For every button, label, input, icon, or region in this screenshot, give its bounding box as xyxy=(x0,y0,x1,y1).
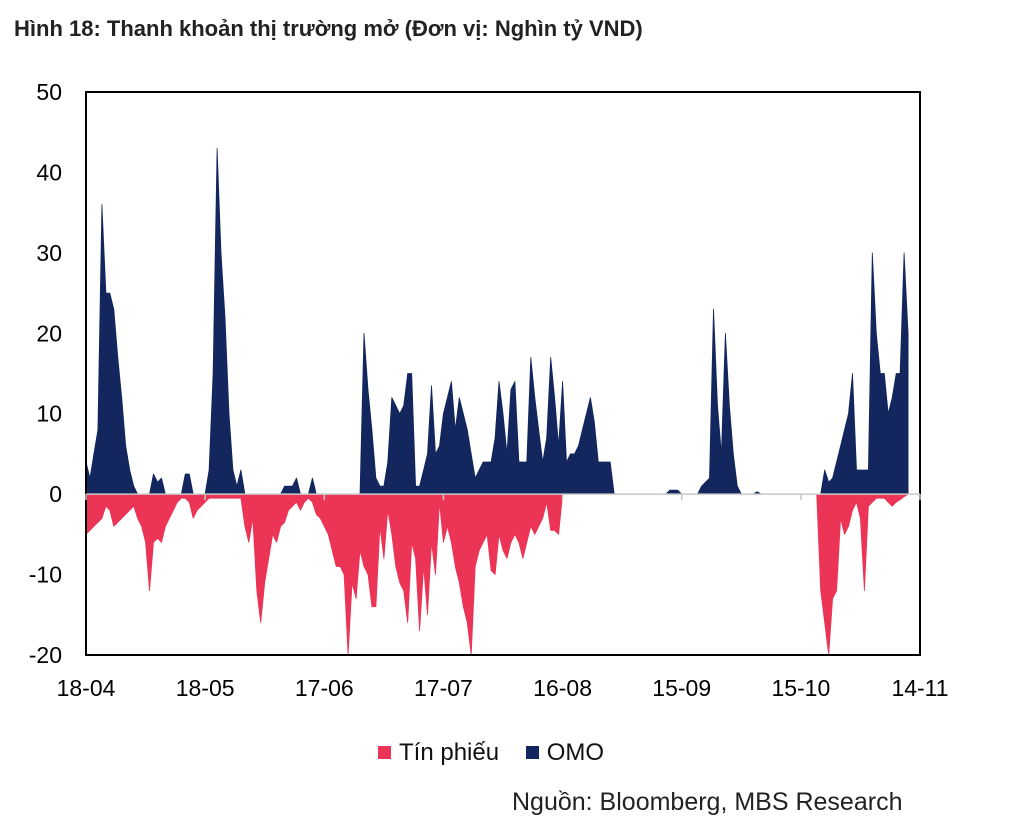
x-tick-label: 17-07 xyxy=(414,675,473,701)
y-tick-label: 40 xyxy=(36,159,62,185)
area-series-tín-phiếu xyxy=(85,493,909,656)
legend-label-omo: OMO xyxy=(546,739,605,766)
x-tick-label: 14-11 xyxy=(891,675,948,701)
legend-item-omo: OMO xyxy=(525,739,605,767)
legend-label-tin-phieu: Tín phiếu xyxy=(399,739,500,766)
y-tick-label: 0 xyxy=(49,481,62,507)
x-tick-label: 15-10 xyxy=(771,675,830,701)
y-tick-label: 30 xyxy=(36,240,62,266)
source-note: Nguồn: Bloomberg, MBS Research xyxy=(512,788,903,816)
series-areas xyxy=(85,147,909,656)
x-tick-label: 18-04 xyxy=(57,675,116,701)
y-tick-labels: 50 40 30 20 10 0 -10 -20 xyxy=(29,79,62,668)
x-tick-label: 16-08 xyxy=(533,675,592,701)
legend-swatch-omo xyxy=(525,746,539,759)
chart-title: Hình 18: Thanh khoản thị trường mở (Đơn … xyxy=(14,16,643,41)
x-tick-label: 15-09 xyxy=(652,675,711,701)
x-tick-marks xyxy=(85,494,921,501)
chart-svg: 50 40 30 20 10 0 -10 -20 18-04 18-05 17-06 17-07 16… xyxy=(29,79,949,701)
area-series-omo xyxy=(85,147,909,495)
y-tick-label: 50 xyxy=(36,79,62,105)
y-tick-label: 20 xyxy=(36,320,62,346)
y-tick-label: -20 xyxy=(29,642,62,668)
legend-swatch-tin-phieu xyxy=(378,746,391,759)
plot-frame xyxy=(85,91,921,656)
x-tick-label: 18-05 xyxy=(176,675,235,701)
y-tick-label: 10 xyxy=(36,401,62,427)
legend-item-tin-phieu: Tín phiếu xyxy=(378,739,499,767)
legend: Tín phiếu OMO xyxy=(378,739,624,767)
x-tick-label: 17-06 xyxy=(295,675,354,701)
x-tick-labels: 18-04 18-05 17-06 17-07 16-08 15-09 15-10 14-11 xyxy=(57,675,949,701)
y-tick-label: -10 xyxy=(29,562,62,588)
